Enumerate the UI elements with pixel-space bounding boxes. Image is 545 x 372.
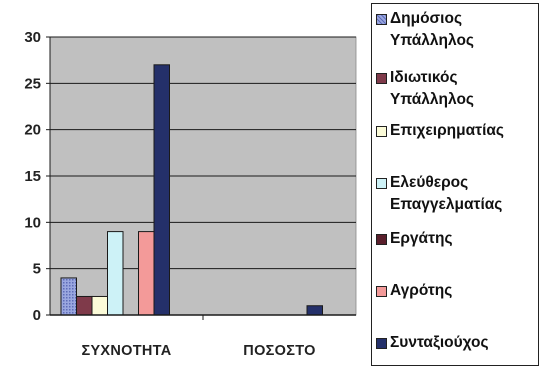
bars: [60, 64, 323, 316]
bar: [107, 231, 124, 316]
bar: [76, 295, 93, 316]
legend-label: Ελεύθερος Επαγγελματίας: [390, 174, 503, 213]
gridlines: [50, 36, 356, 270]
bar: [138, 231, 155, 316]
y-tick-label: 25: [24, 75, 41, 92]
legend-swatch: [376, 286, 387, 297]
y-tick-label: 20: [24, 122, 41, 139]
legend-label: Επιχειρηματίας: [390, 122, 504, 139]
y-tick-label: 15: [24, 168, 41, 185]
legend-label: Δημόσιος Υπάλληλος: [390, 10, 474, 49]
x-category-label: ΣΥΧΝΟΤΗΤΑ: [81, 343, 171, 359]
bar: [60, 277, 77, 316]
x-category-label: ΠΟΣΟΣΤΟ: [243, 343, 315, 359]
y-tick-label: 10: [24, 214, 41, 231]
legend-swatch: [376, 338, 387, 349]
y-tick-label: 0: [33, 307, 41, 324]
legend-swatch: [376, 234, 387, 245]
legend-swatch: [376, 126, 387, 137]
y-tick-label: 30: [24, 29, 41, 46]
bar: [306, 305, 323, 316]
bar: [91, 295, 108, 316]
legend-label: Ιδιωτικός Υπάλληλος: [390, 69, 474, 108]
bar: [153, 64, 170, 316]
legend-swatch: [376, 73, 387, 84]
y-axis: 0 5 10 15 20 25 30: [24, 29, 51, 324]
legend-label: Αγρότης: [390, 282, 453, 299]
x-axis: ΣΥΧΝΟΤΗΤΑ ΠΟΣΟΣΤΟ: [50, 314, 356, 359]
legend-swatch: [376, 178, 387, 189]
y-tick-label: 5: [33, 261, 41, 278]
legend: Δημόσιος Υπάλληλος Ιδιωτικός Υπάλληλος Επι…: [371, 3, 539, 366]
legend-label: Εργάτης: [390, 230, 453, 247]
legend-label: Συνταξιούχος: [390, 334, 489, 351]
bar-chart: 0 5 10 15 20 25 30 ΣΥΧΝΟΤΗΤΑ ΠΟΣΟΣΤΟ: [24, 29, 357, 359]
legend-swatch: [376, 14, 387, 25]
